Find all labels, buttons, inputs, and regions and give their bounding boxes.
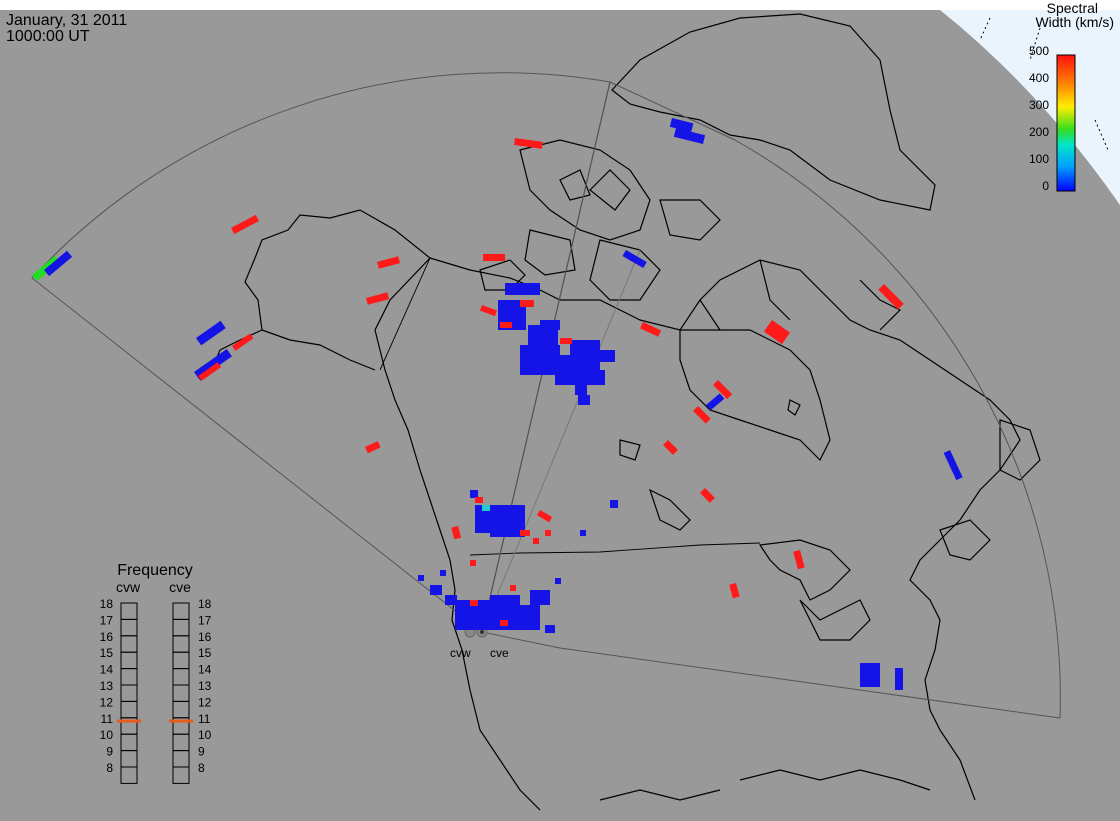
colorbar-gradient (1056, 54, 1076, 192)
frequency-title: Frequency (117, 562, 193, 579)
colorbar-title-line2: Width (km/s) (1035, 14, 1114, 30)
radar-fov-outline (31, 72, 1061, 719)
frequency-panel: Frequency cvw cve 18 18 17 17 16 16 15 15 14 14 13… (100, 562, 212, 784)
top-margin (0, 0, 1120, 10)
frequency-label-right-15: 15 (198, 646, 212, 660)
frequency-label-right-13: 13 (198, 679, 212, 693)
frequency-label-right-8: 8 (198, 761, 205, 775)
latitude-dotted-lines (979, 17, 1109, 151)
frequency-label-right-16: 16 (198, 630, 212, 644)
frequency-label-left-16: 16 (100, 630, 114, 644)
frequency-label-left-9: 9 (106, 745, 113, 759)
radar-site-dot (480, 630, 484, 634)
frequency-marker-cve (169, 719, 193, 723)
colorbar-tick-500: 500 (1029, 44, 1049, 58)
frequency-cell-cvw-8 (120, 766, 138, 784)
frequency-label-right-10: 10 (198, 728, 212, 742)
frequency-label-left-12: 12 (100, 695, 114, 709)
colorbar-tick-0: 0 (1042, 179, 1049, 193)
frequency-label-right-12: 12 (198, 695, 212, 709)
frequency-label-right-18: 18 (198, 597, 212, 611)
frequency-label-left-8: 8 (106, 761, 113, 775)
frequency-label-right-11: 11 (198, 712, 211, 726)
frequency-label-right-17: 17 (198, 613, 212, 627)
frequency-label-left-14: 14 (100, 663, 114, 677)
colorbar-tick-200: 200 (1029, 125, 1049, 139)
frequency-col-cve: cve (169, 579, 191, 595)
frequency-label-left-10: 10 (100, 728, 114, 742)
frequency-cell-cve-8 (172, 766, 190, 784)
radar-label-cve: cve (490, 646, 509, 660)
colorbar-title-line1: Spectral (1047, 0, 1098, 16)
colorbar-tick-400: 400 (1029, 71, 1049, 85)
colorbar-tick-100: 100 (1029, 152, 1049, 166)
scatter-low-width-corner (44, 250, 73, 277)
scatter-low-width (418, 283, 903, 690)
colorbar-legend: Spectral Width (km/s) 500 400 300 200 10… (1029, 0, 1114, 193)
frequency-label-left-17: 17 (100, 613, 114, 627)
scatter-low-width-tilted (194, 118, 963, 481)
frequency-label-left-13: 13 (100, 679, 114, 693)
frequency-label-left-15: 15 (100, 646, 114, 660)
frequency-grid (120, 602, 190, 784)
frequency-label-right-9: 9 (198, 745, 205, 759)
borders (379, 257, 761, 556)
frequency-scale-labels: 18 18 17 17 16 16 15 15 14 14 13 13 12 12 11 11 10 10 9 9 8 8 (100, 597, 212, 775)
scatter-high-width (198, 138, 904, 599)
frequency-marker-cvw (117, 719, 141, 723)
radar-label-cvw: cvw (450, 646, 471, 660)
frequency-label-left-11: 11 (101, 712, 114, 726)
frequency-label-left-18: 18 (100, 597, 114, 611)
scatter-high-width-small (470, 300, 572, 626)
colorbar-tick-300: 300 (1029, 98, 1049, 112)
time-label: 1000:00 UT (6, 28, 90, 45)
date-label: January, 31 2011 (6, 12, 127, 29)
frequency-label-right-14: 14 (198, 663, 212, 677)
frequency-col-cvw: cvw (116, 579, 141, 595)
